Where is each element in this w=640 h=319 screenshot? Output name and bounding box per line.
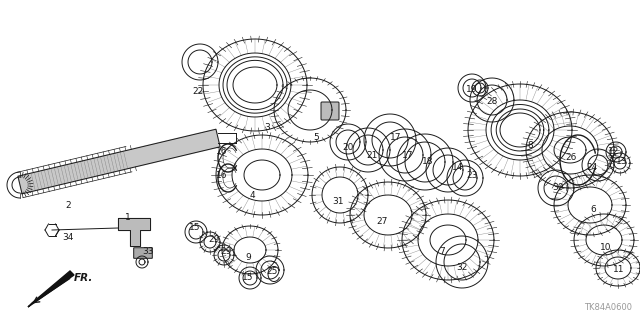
Text: 29: 29 [220, 248, 232, 256]
Text: 26: 26 [565, 153, 577, 162]
Text: 3: 3 [264, 123, 270, 132]
Text: 15: 15 [243, 273, 253, 283]
Text: 31: 31 [332, 197, 344, 206]
Text: 8: 8 [527, 140, 533, 150]
Text: 6: 6 [590, 205, 596, 214]
Text: 14: 14 [452, 164, 464, 173]
Polygon shape [28, 271, 74, 307]
Text: 19: 19 [467, 85, 477, 94]
Text: 16: 16 [216, 170, 228, 180]
Text: 10: 10 [600, 243, 612, 253]
Text: 11: 11 [613, 265, 625, 275]
Polygon shape [18, 129, 220, 194]
Text: 30: 30 [552, 183, 564, 192]
Text: 13: 13 [616, 158, 628, 167]
Text: 2: 2 [65, 201, 71, 210]
Text: 1: 1 [125, 213, 131, 222]
Text: 25: 25 [266, 268, 278, 277]
Text: 15: 15 [189, 224, 201, 233]
Text: 32: 32 [456, 263, 468, 272]
Text: 33: 33 [142, 248, 154, 256]
Text: 17: 17 [390, 133, 402, 143]
Text: 18: 18 [422, 158, 434, 167]
FancyBboxPatch shape [321, 102, 339, 120]
Text: 17: 17 [403, 151, 413, 160]
Text: 27: 27 [376, 218, 388, 226]
Polygon shape [118, 218, 150, 246]
Text: 21: 21 [366, 151, 378, 160]
Text: FR.: FR. [74, 273, 93, 283]
Text: 29: 29 [208, 235, 220, 244]
Text: 20: 20 [342, 144, 354, 152]
FancyBboxPatch shape [134, 248, 152, 258]
Text: TK84A0600: TK84A0600 [584, 303, 632, 312]
Text: 23: 23 [467, 170, 477, 180]
Text: 7: 7 [439, 248, 445, 256]
Text: 16: 16 [216, 147, 228, 157]
Text: 4: 4 [249, 190, 255, 199]
Text: 9: 9 [245, 254, 251, 263]
Text: 28: 28 [486, 98, 498, 107]
Text: 22: 22 [193, 87, 204, 97]
Text: 24: 24 [586, 164, 598, 173]
Text: 12: 12 [608, 147, 620, 157]
Text: 5: 5 [313, 133, 319, 143]
Text: 34: 34 [62, 234, 74, 242]
